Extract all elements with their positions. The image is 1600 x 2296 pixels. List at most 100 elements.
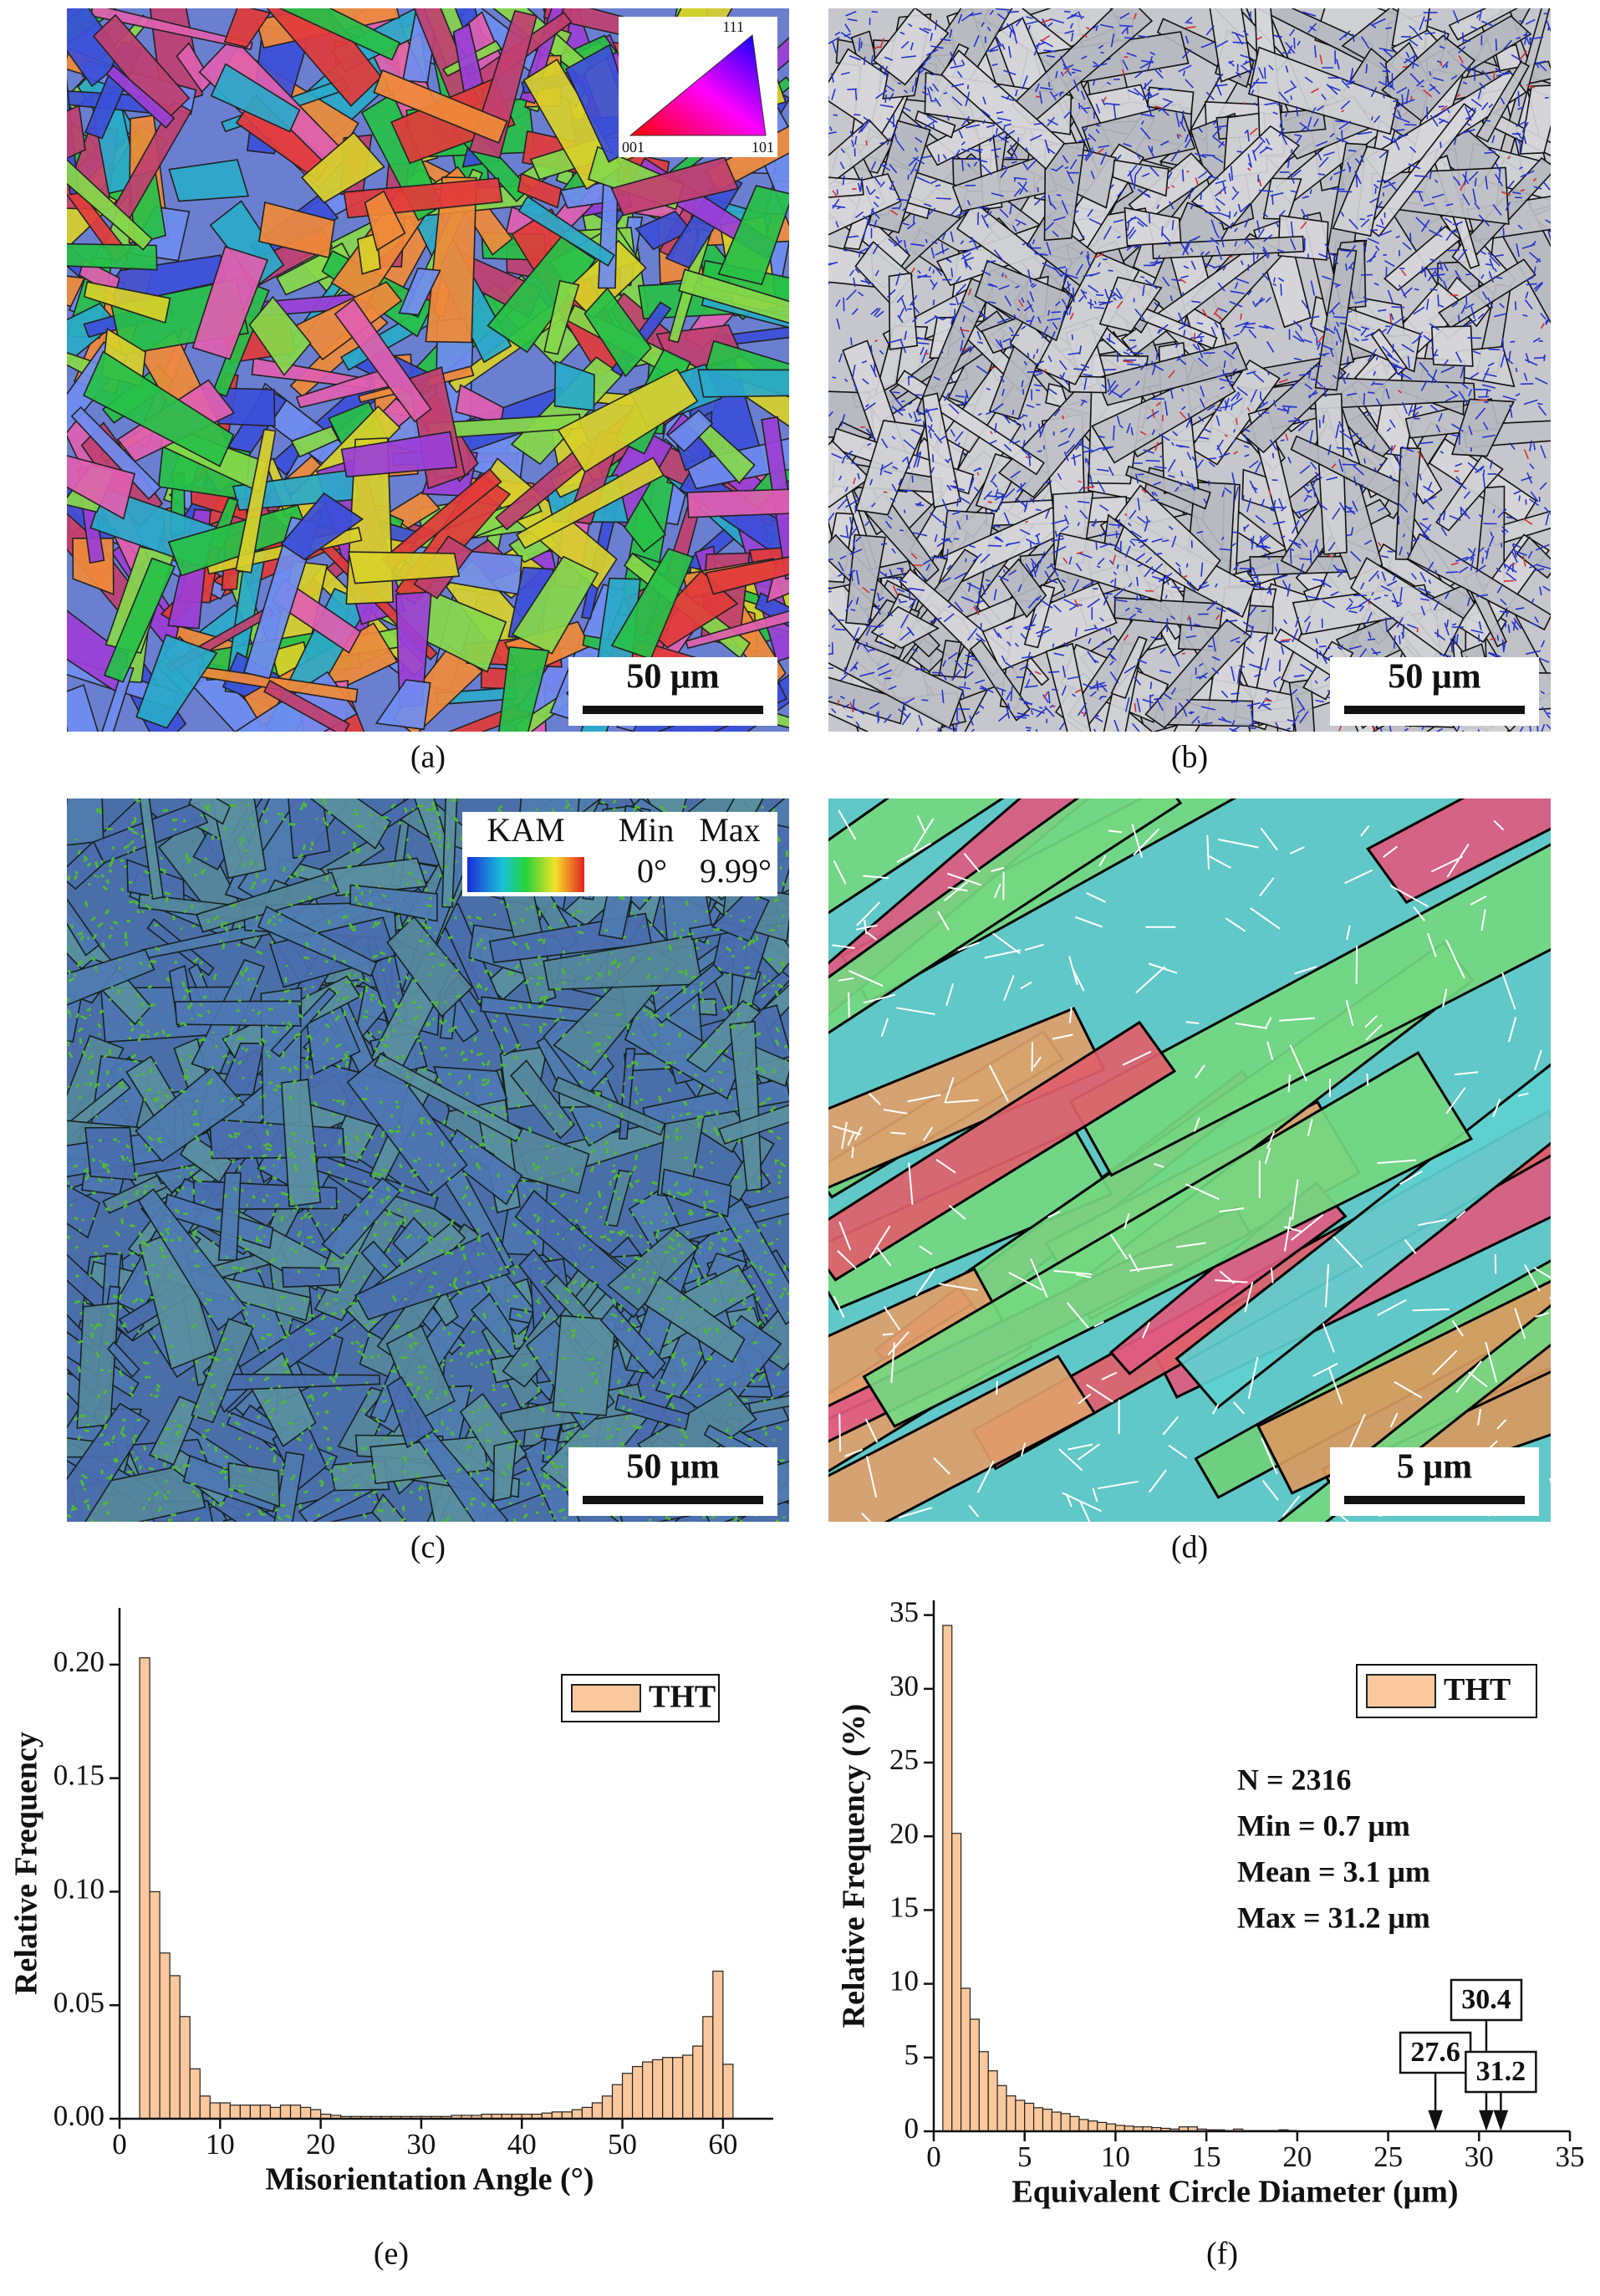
scale-bar-box <box>1330 657 1539 726</box>
grain <box>349 884 438 922</box>
grain <box>543 279 580 355</box>
grain <box>888 272 919 350</box>
grain <box>1124 207 1182 247</box>
grain <box>135 1066 245 1162</box>
grain <box>492 1440 517 1502</box>
grain <box>196 871 340 933</box>
y-tick-label: 0 <box>904 2112 920 2145</box>
grain <box>188 798 232 825</box>
grain <box>67 897 100 957</box>
y-axis-title: Relative Frequency <box>9 1732 44 1995</box>
grain <box>747 1395 789 1415</box>
grain <box>321 1176 401 1260</box>
marker-box <box>1465 2050 1537 2094</box>
grain <box>257 906 378 977</box>
grain <box>828 798 1183 1035</box>
grain <box>1381 34 1476 122</box>
grain <box>610 156 740 217</box>
grain <box>522 1438 581 1522</box>
marker-arrow <box>1428 2073 1443 2131</box>
marker-arrow <box>1493 2092 1509 2131</box>
bar <box>961 1987 971 2132</box>
ipf-legend-label: 001 <box>622 139 645 156</box>
scale-bar-label: 5 μm <box>1397 1448 1472 1487</box>
grain <box>610 548 695 661</box>
y-axis-title: Relative Frequency (%) <box>837 1704 872 2028</box>
grain <box>828 798 1005 915</box>
kam-colorbar <box>467 857 584 892</box>
grain <box>678 268 789 324</box>
grain <box>386 916 473 1018</box>
grain <box>288 798 331 860</box>
texture <box>832 13 1545 732</box>
grain <box>872 8 950 86</box>
legend-swatch <box>571 1684 641 1712</box>
grain <box>845 533 886 625</box>
marker-label: 30.4 <box>1461 1984 1511 2015</box>
bar <box>309 2109 322 2120</box>
grain <box>614 1394 690 1431</box>
grain <box>1276 1304 1551 1522</box>
grain <box>516 457 665 549</box>
bar <box>289 2105 302 2120</box>
grain <box>553 360 595 411</box>
grain <box>137 1188 247 1331</box>
scale-bar-box <box>568 657 777 726</box>
grain <box>67 242 158 271</box>
x-tick-label: 25 <box>1373 2140 1403 2173</box>
bar <box>259 2105 272 2120</box>
grain <box>583 287 652 378</box>
kam-min: 0° <box>637 852 667 890</box>
grain <box>263 679 350 732</box>
x-tick-label: 30 <box>1465 2140 1494 2173</box>
x-tick-label: 20 <box>1282 2140 1312 2173</box>
scale-bar-label: 50 μm <box>626 658 719 696</box>
grain <box>517 195 615 267</box>
marker-label: 27.6 <box>1410 2037 1460 2068</box>
grain <box>67 948 155 1006</box>
micrograph <box>67 798 789 1522</box>
grain <box>191 1318 254 1424</box>
bar <box>987 2070 998 2132</box>
bar <box>672 2057 684 2120</box>
panel-label: (a) <box>410 740 446 775</box>
grain <box>139 1229 217 1370</box>
grain <box>517 172 563 209</box>
grain <box>1406 533 1551 631</box>
bar <box>1088 2120 1098 2132</box>
grain <box>1190 125 1301 229</box>
grain <box>543 935 703 991</box>
grain <box>599 1304 666 1380</box>
micrograph <box>828 8 1551 732</box>
y-tick-label: 5 <box>904 2038 920 2071</box>
grain <box>139 798 165 901</box>
grain <box>981 581 1118 672</box>
scale-bar-label: 50 μm <box>1388 658 1480 696</box>
kam-title: KAM <box>487 811 564 849</box>
grain <box>346 1051 468 1196</box>
scale-bar <box>583 1496 763 1504</box>
grain <box>334 298 432 423</box>
grain <box>1144 619 1251 729</box>
legend-label: THT <box>1444 1672 1511 1707</box>
grain <box>1519 84 1551 155</box>
grain <box>729 1020 762 1191</box>
grain <box>374 1053 523 1143</box>
y-tick-label: 0.15 <box>54 1759 104 1792</box>
ipf-triangle <box>629 34 767 136</box>
bar <box>996 2084 1007 2132</box>
bar <box>219 2102 231 2120</box>
grain <box>76 1302 120 1429</box>
bar <box>581 2106 594 2120</box>
grain <box>915 110 956 139</box>
grain <box>1209 8 1252 83</box>
grain <box>148 1395 200 1466</box>
grain <box>1430 325 1474 367</box>
grain <box>1125 465 1211 510</box>
y-tick-label: 15 <box>889 1890 919 1923</box>
x-tick-label: 10 <box>1101 2140 1130 2173</box>
x-axis-title: Equivalent Circle Diameter (μm) <box>1011 2175 1458 2210</box>
marker-label: 31.2 <box>1476 2056 1526 2087</box>
annotation: Mean = 3.1 μm <box>1237 1855 1430 1888</box>
